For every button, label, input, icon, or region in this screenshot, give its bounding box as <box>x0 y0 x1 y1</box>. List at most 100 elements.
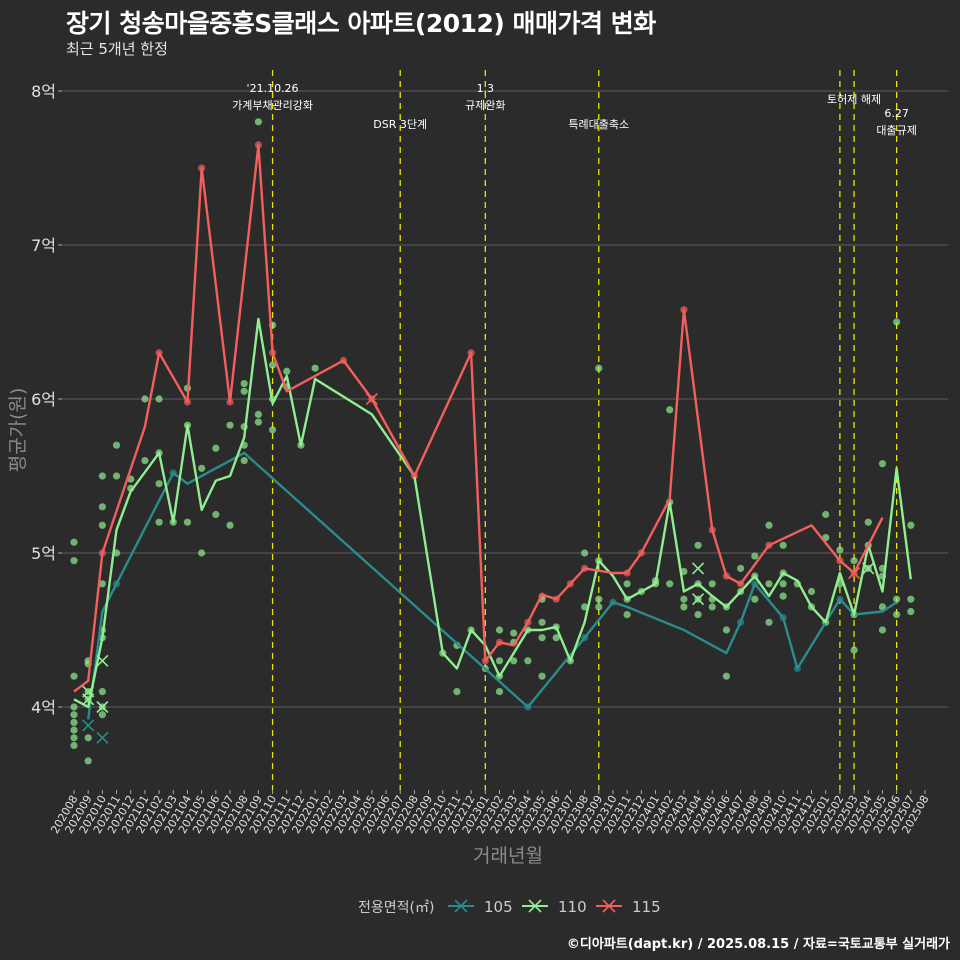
scatter-point <box>183 518 192 526</box>
series-line-105 <box>87 451 898 720</box>
event-label: '21.10.26 <box>247 82 299 95</box>
cross-marker <box>848 566 861 580</box>
scatter-point <box>893 595 901 603</box>
scatter-point <box>98 521 106 529</box>
cross-stroke <box>692 593 705 606</box>
axes: 4억5억6억7억8억평균가(원)202008202009202010202011… <box>7 82 932 867</box>
scatter-point <box>70 726 78 734</box>
legend-key-105 <box>448 899 474 913</box>
cross-stroke <box>862 562 875 575</box>
scatter-point <box>722 626 731 634</box>
scatter-point <box>581 603 589 611</box>
scatter-point <box>70 557 78 565</box>
legend-label: 115 <box>632 898 661 916</box>
scatter-point <box>70 711 78 719</box>
scatter-point <box>254 418 262 426</box>
scatter-point <box>538 634 546 642</box>
scatter-point <box>212 510 220 519</box>
scatter-point <box>907 595 915 603</box>
cross-marker <box>862 562 875 575</box>
scatter-point <box>779 580 787 588</box>
scatter-point <box>226 521 234 529</box>
event-label: 6.27 <box>884 107 909 120</box>
cross-marker <box>692 593 705 606</box>
scatter-point <box>907 521 915 529</box>
series-line-110 <box>73 317 912 709</box>
cross-stroke <box>82 693 95 706</box>
legend-cross <box>602 899 616 913</box>
scatter-point <box>70 538 78 546</box>
scatter-point <box>212 444 220 452</box>
scatter-point <box>453 688 461 696</box>
legend-cross <box>454 899 468 913</box>
chart-subtitle: 최근 5개년 한정 <box>66 40 168 58</box>
scatter-point <box>70 718 78 727</box>
scatter-point <box>495 626 504 634</box>
scatter-point <box>155 480 163 488</box>
event-label: 규제완화 <box>465 99 505 112</box>
scatter-point <box>240 457 248 465</box>
scatter-point <box>98 472 106 480</box>
y-tick-label: 8억 <box>31 82 56 101</box>
scatter-point <box>694 541 702 549</box>
legend-cross <box>528 899 542 913</box>
scatter-point <box>141 457 149 465</box>
scatter-point <box>850 557 858 565</box>
scatter-point <box>708 580 716 588</box>
event-label: 1.3 <box>477 82 495 95</box>
scatter-point <box>878 626 887 634</box>
scatter-point <box>254 118 262 126</box>
cross-stroke <box>96 654 109 667</box>
legend-title: 전용면적(㎡) <box>358 900 434 916</box>
scatter-point <box>765 521 773 529</box>
scatter-point <box>538 672 546 680</box>
scatter-point <box>779 592 787 600</box>
scatter-point <box>708 603 716 611</box>
scatter-point <box>623 580 631 588</box>
y-axis-title: 평균가(원) <box>7 388 29 473</box>
scatter-point <box>70 703 78 711</box>
scatter-point <box>112 472 121 480</box>
cross-stroke <box>96 731 109 744</box>
scatter-point <box>722 672 731 680</box>
cross-marker <box>365 392 378 406</box>
scatter-point <box>98 580 106 588</box>
event-label: DSR 3단계 <box>373 118 427 131</box>
scatter-point <box>240 387 248 395</box>
cross-marker <box>96 731 109 744</box>
cross-marker <box>82 719 95 732</box>
x-axis-title: 거래년월 <box>473 845 543 867</box>
scatter-point <box>510 629 518 637</box>
scatter-point <box>595 364 603 372</box>
scatter-point <box>694 611 702 619</box>
scatter-point <box>751 595 759 603</box>
y-tick-label: 5억 <box>31 544 56 563</box>
y-tick-label: 7억 <box>31 236 56 255</box>
scatter-point <box>807 587 816 596</box>
chart-title: 장기 청송마을중흥S클래스 아파트(2012) 매매가격 변화 <box>66 9 656 38</box>
scatter-point <box>510 657 518 665</box>
scatter-point <box>70 734 78 742</box>
scatter-point <box>98 688 106 696</box>
cross-stroke <box>848 566 861 580</box>
source-caption: ©디아파트(dapt.kr) / 2025.08.15 / 자료=국토교통부 실… <box>566 937 950 952</box>
scatter-point <box>850 646 858 654</box>
legend-label: 105 <box>484 898 513 916</box>
cross-marker <box>82 693 95 706</box>
scatter-point <box>311 364 319 372</box>
scatter-point <box>495 657 504 665</box>
scatter-point <box>98 711 106 719</box>
scatter-point <box>779 541 787 549</box>
scatter-point <box>552 634 560 642</box>
scatter-point <box>878 603 887 611</box>
scatter-point <box>283 367 291 375</box>
event-label: 대출규제 <box>876 124 916 137</box>
scatter-point <box>70 741 78 750</box>
legend-label: 110 <box>558 898 587 916</box>
cross-stroke <box>365 392 378 406</box>
cross-stroke <box>82 719 95 732</box>
scatter-point <box>623 611 631 619</box>
scatter-point <box>198 549 206 557</box>
scatter-point <box>268 361 277 369</box>
